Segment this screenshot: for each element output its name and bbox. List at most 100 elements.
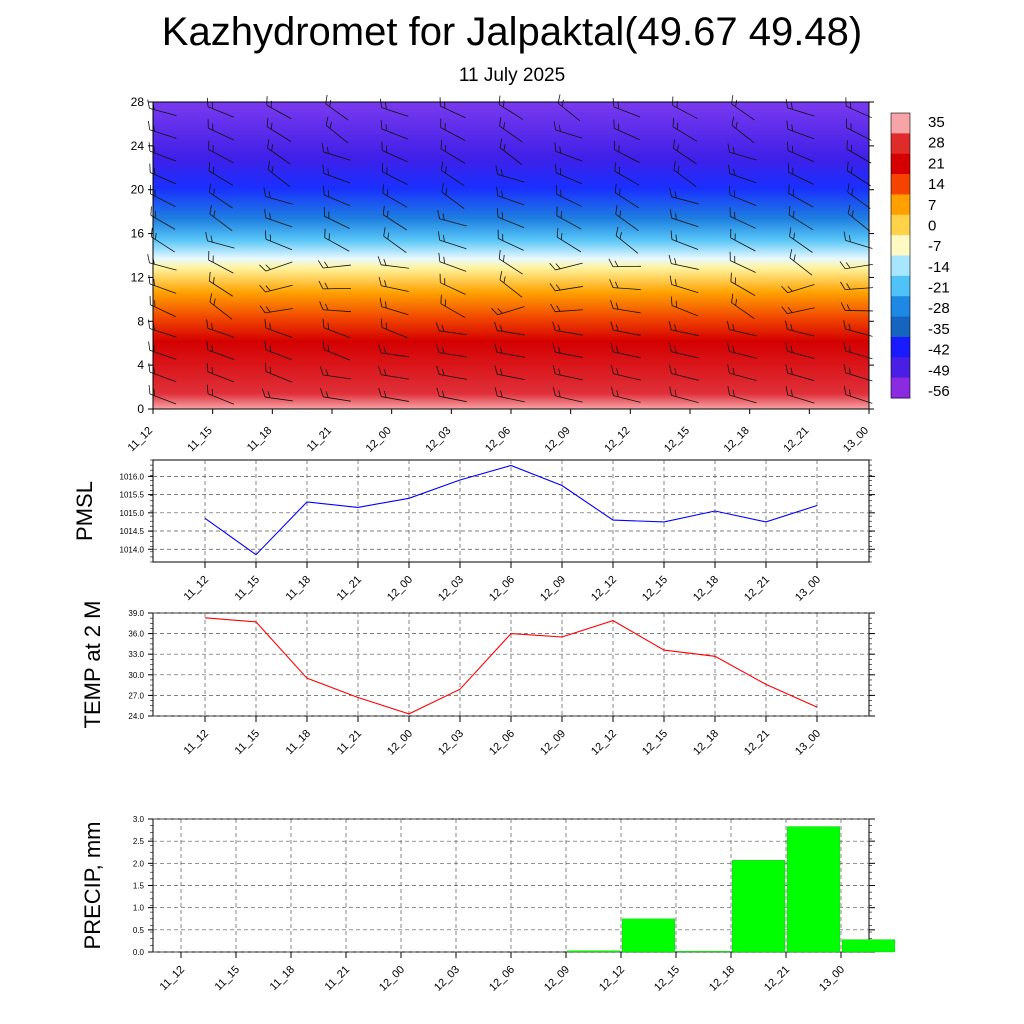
y-axis-title: PRECIP, mm xyxy=(80,822,105,950)
wind-barb-flag xyxy=(610,299,614,309)
wind-barb xyxy=(727,143,757,161)
wind-barb-flag xyxy=(608,258,614,267)
wind-barb-flag xyxy=(847,183,850,193)
wind-barb-flag xyxy=(787,163,789,173)
wind-barb-flag xyxy=(500,169,503,176)
wind-barb xyxy=(259,305,293,314)
wind-barb-flag xyxy=(669,386,672,396)
wind-barb-flag xyxy=(674,258,677,265)
wind-barb xyxy=(377,256,409,269)
wind-barb-flag xyxy=(497,229,499,239)
x-tick-label: 12_12 xyxy=(597,964,627,994)
wind-barb-flag xyxy=(380,318,383,328)
colorbar-swatch xyxy=(891,377,910,399)
wind-barb-flag xyxy=(496,186,499,196)
colorbar-label: -28 xyxy=(928,300,950,317)
wind-barb xyxy=(205,231,235,249)
wind-barb xyxy=(148,385,177,405)
wind-barb xyxy=(147,120,177,139)
wind-barb-flag xyxy=(385,322,388,330)
wind-barb-flag xyxy=(846,283,851,290)
colorbar-label: -35 xyxy=(928,321,950,338)
wind-barb-flag xyxy=(845,262,851,269)
wind-barb xyxy=(670,296,699,317)
wind-barb xyxy=(319,366,351,380)
wind-barb-flag xyxy=(781,285,788,293)
wind-barb-flag xyxy=(261,388,266,398)
wind-barb-flag xyxy=(267,139,270,149)
x-tick-label: 11_21 xyxy=(323,964,353,994)
wind-barb-flag xyxy=(843,320,846,330)
wind-barb-flag xyxy=(385,124,387,131)
wind-barb xyxy=(208,272,233,297)
wind-barb-flag xyxy=(270,122,273,130)
wind-barb-flag xyxy=(617,102,619,109)
temp-2m-panel: 24.0 27.0 30.0 33.0 36.0 39.0 11_12 11_15 11_18 1… xyxy=(80,601,875,758)
heatmap-x-tick-label: 11_18 xyxy=(245,425,275,455)
y-axis-title: TEMP at 2 M xyxy=(80,601,105,729)
x-tick-label: 11_18 xyxy=(268,964,298,994)
wind-barb-flag xyxy=(848,345,851,353)
wind-barb-flag xyxy=(612,98,615,108)
x-tick-label: 12_18 xyxy=(691,728,721,758)
heatmap-y-tick-label: 24 xyxy=(131,139,145,153)
wind-barb xyxy=(728,164,757,184)
wind-barb-flag xyxy=(499,368,503,376)
wind-barb-flag xyxy=(614,140,615,150)
wind-barb xyxy=(669,187,699,205)
wind-barb-flag xyxy=(553,121,557,131)
x-tick-label: 11_12 xyxy=(158,964,188,994)
wind-barb-flag xyxy=(497,308,503,314)
wind-barb-flag xyxy=(790,102,793,110)
wind-barb-flag xyxy=(552,343,556,353)
wind-barb xyxy=(787,163,814,185)
wind-barb-flag xyxy=(259,284,266,293)
wind-barb xyxy=(843,320,873,337)
x-tick-label: 13_00 xyxy=(817,964,847,994)
wind-barb xyxy=(613,119,640,141)
y-tick-label: 0.0 xyxy=(133,948,145,957)
wind-barb xyxy=(610,321,641,336)
wind-barb xyxy=(556,206,582,230)
wind-barb xyxy=(322,318,351,339)
y-tick-label: 1.5 xyxy=(133,882,145,891)
wind-barb-flag xyxy=(328,233,330,241)
wind-barb-flag xyxy=(787,307,793,313)
series-line xyxy=(204,464,818,556)
heatmap-x-tick-label: 11_15 xyxy=(185,425,215,455)
wind-barb xyxy=(438,252,467,272)
wind-barb xyxy=(847,204,871,232)
wind-barb xyxy=(669,209,699,228)
wind-barb xyxy=(325,116,349,144)
wind-barb-flag xyxy=(670,296,673,306)
wind-barb-flag xyxy=(211,101,214,109)
wind-barb-flag xyxy=(266,96,268,106)
wind-barb-flag xyxy=(147,99,150,109)
wind-barb-flag xyxy=(259,264,267,272)
x-tick-label: 13_00 xyxy=(793,728,823,758)
wind-barb xyxy=(729,251,756,273)
wind-barb-flag xyxy=(379,297,383,307)
wind-barb-flag xyxy=(561,99,564,107)
wind-barb-flag xyxy=(792,167,794,175)
wind-barb-flag xyxy=(266,117,269,127)
wind-barb-flag xyxy=(499,271,503,281)
wind-barb-flag xyxy=(556,206,558,216)
wind-barb-flag xyxy=(269,234,272,242)
wind-barb-flag xyxy=(321,143,325,153)
wind-barb-flag xyxy=(850,101,852,109)
wind-barb xyxy=(846,140,872,164)
pmsl-panel: 1014.0 1014.5 1015.0 1015.5 1016.0 11_12 11_15… xyxy=(72,459,875,604)
wind-barb-flag xyxy=(792,210,795,218)
wind-barb-flag xyxy=(153,367,155,374)
wind-barb xyxy=(259,261,293,272)
wind-barb-flag xyxy=(208,162,211,172)
y-tick-label: 0.5 xyxy=(133,926,145,935)
wind-barb-flag xyxy=(734,211,736,219)
wind-barb xyxy=(727,342,757,359)
x-tick-label: 11_12 xyxy=(182,728,212,758)
wind-barb-flag xyxy=(206,319,209,329)
wind-barb-flag xyxy=(500,390,503,398)
x-tick-label: 12_15 xyxy=(652,964,682,994)
wind-barb-flag xyxy=(847,204,851,214)
